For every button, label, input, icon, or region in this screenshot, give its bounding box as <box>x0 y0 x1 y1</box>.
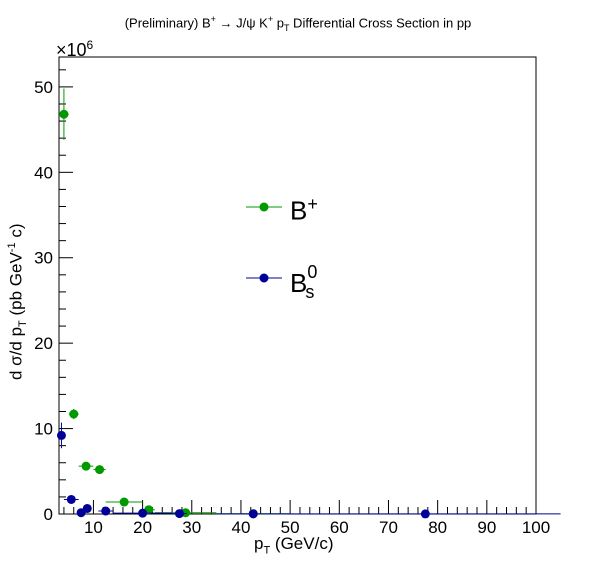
x-tick-label: 10 <box>84 518 103 537</box>
data-point <box>82 503 92 513</box>
data-point <box>56 430 66 440</box>
data-point <box>420 509 430 519</box>
legend <box>246 202 282 283</box>
data-marks <box>56 88 561 519</box>
data-point <box>95 465 105 475</box>
data-point <box>174 509 184 519</box>
data-point <box>81 461 91 471</box>
data-point <box>119 497 129 507</box>
x-tick-label: 30 <box>182 518 201 537</box>
data-point <box>66 494 76 504</box>
x-tick-label: 70 <box>379 518 398 537</box>
data-point <box>69 409 79 419</box>
legend-label-bplus: B+ <box>290 194 318 226</box>
x-tick-label: 90 <box>477 518 496 537</box>
y-tick-label: 30 <box>34 249 53 268</box>
y-tick-label: 50 <box>34 78 53 97</box>
y-tick-label: 40 <box>34 163 53 182</box>
x-tick-label: 50 <box>281 518 300 537</box>
x-tick-label: 40 <box>231 518 250 537</box>
legend-label-bs0: B0s <box>290 262 318 303</box>
y-exponent-label: ×106 <box>56 38 94 60</box>
data-point <box>138 508 148 518</box>
series-1 <box>56 422 561 519</box>
data-point <box>248 509 258 519</box>
legend-marker <box>259 273 269 283</box>
x-tick-label: 60 <box>330 518 349 537</box>
x-tick-label: 80 <box>428 518 447 537</box>
x-tick-label: 20 <box>133 518 152 537</box>
y-axis-label: d σ/d pT (pb GeV-1 c) <box>6 223 30 380</box>
x-tick-label: 100 <box>522 518 550 537</box>
x-axis-label: pT (GeV/c) <box>254 534 334 557</box>
data-point <box>59 109 69 119</box>
chart-title: (Preliminary) B+ → J/ψ K+ pT Differentia… <box>124 14 472 33</box>
legend-marker <box>259 202 269 212</box>
series-0 <box>59 88 291 519</box>
data-point <box>101 506 111 516</box>
y-tick-label: 0 <box>44 505 53 524</box>
y-tick-label: 10 <box>34 420 53 439</box>
tick-labels: 10 20 30 40 50 60 70 80 90 100 0 10 20 30 40 50 <box>34 78 550 537</box>
y-tick-label: 20 <box>34 334 53 353</box>
